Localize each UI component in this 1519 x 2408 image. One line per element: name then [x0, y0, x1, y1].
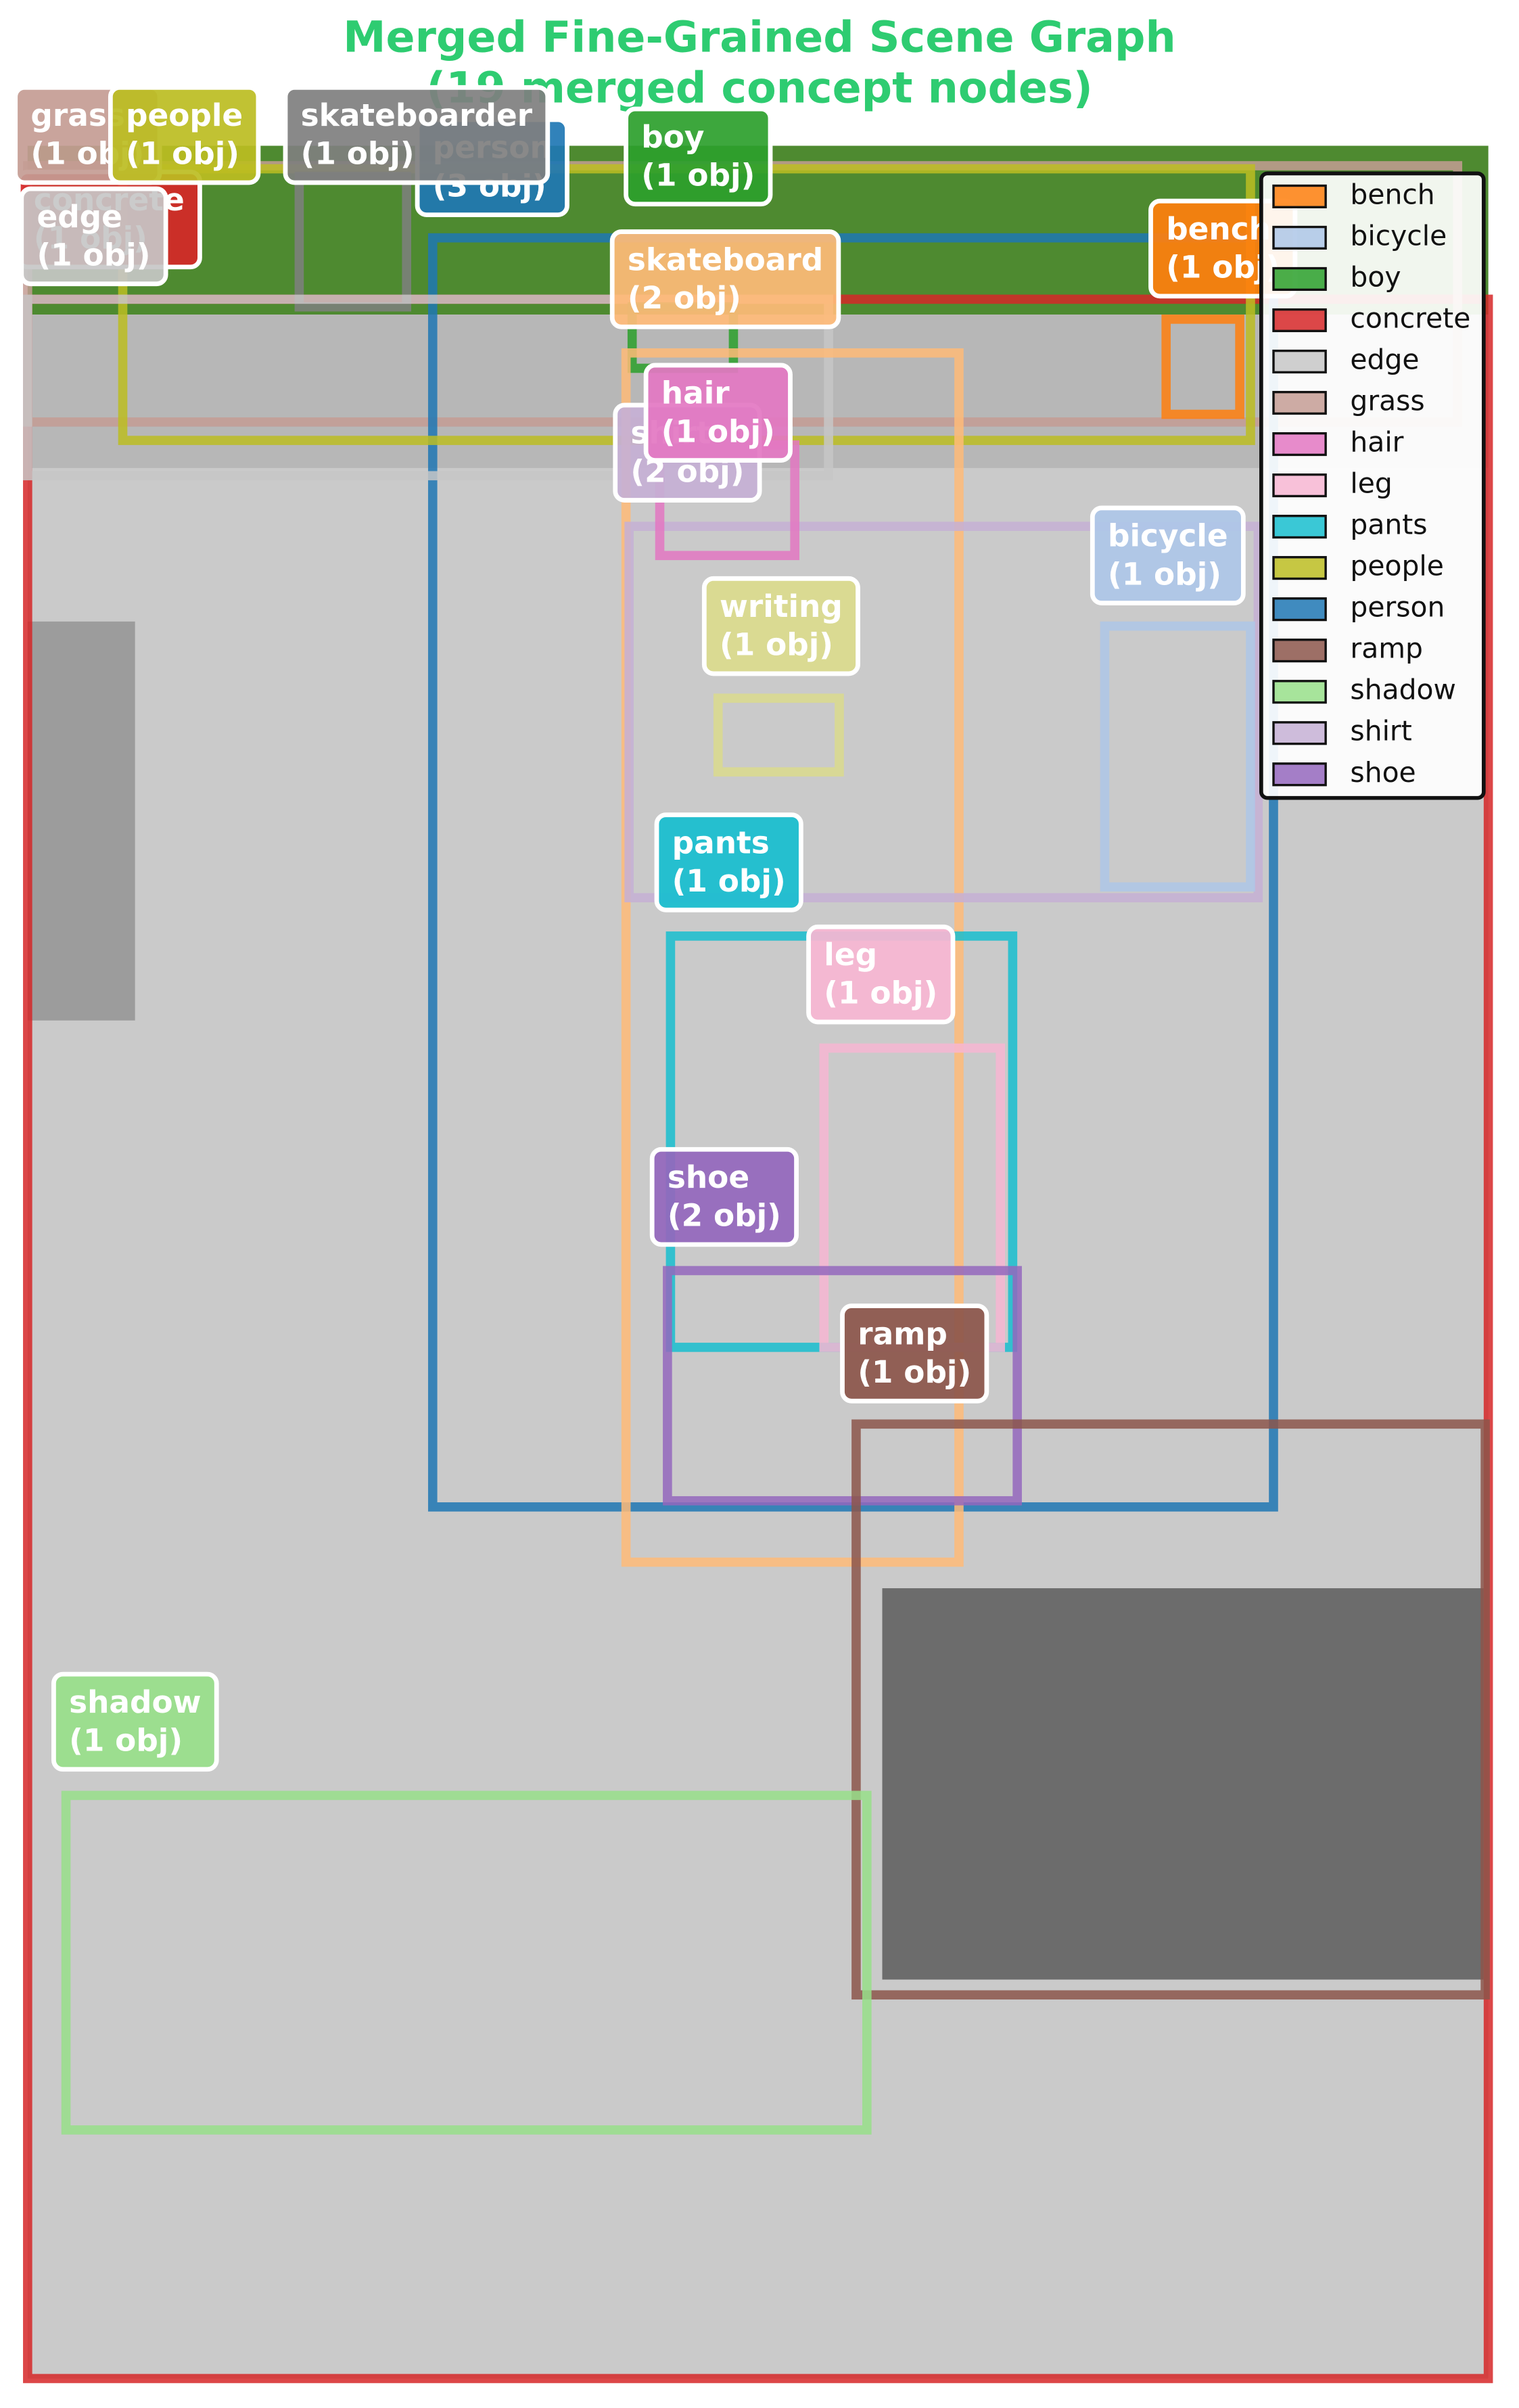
legend-label: hair [1350, 426, 1403, 459]
box-label: bicycle(1 obj) [1090, 505, 1246, 605]
label-name: writing [720, 588, 843, 624]
box-label: shoe(2 obj) [649, 1147, 799, 1247]
label-background [51, 1671, 219, 1772]
legend-label: edge [1350, 343, 1419, 375]
box-label: shadow(1 obj) [51, 1671, 219, 1772]
legend-label: concrete [1350, 302, 1470, 334]
bounding-box [621, 348, 964, 1567]
bounding-box [1100, 621, 1255, 892]
label-background [19, 186, 168, 287]
legend-swatch [1272, 225, 1327, 250]
legend-swatch [1272, 639, 1327, 663]
legend-label: shoe [1350, 756, 1416, 789]
legend-label: people [1350, 550, 1443, 582]
label-name: boy [641, 119, 704, 155]
label-count: (1 obj) [661, 413, 775, 449]
legend-label: bicycle [1350, 219, 1447, 252]
concrete-block [882, 1588, 1484, 1980]
bounding-box [61, 1790, 872, 2135]
legend-swatch [1272, 515, 1327, 539]
box-label: skateboard(2 obj) [609, 229, 841, 329]
label-name: bench [1166, 211, 1271, 247]
label-name: hair [661, 375, 730, 411]
bounding-box [851, 1419, 1490, 2000]
legend-label: boy [1350, 260, 1401, 293]
label-count: (1 obj) [641, 158, 755, 193]
legend-swatch [1272, 390, 1327, 415]
bounding-box [663, 1266, 1022, 1506]
bounding-box [23, 294, 833, 481]
label-background [1090, 505, 1246, 605]
label-count: (1 obj) [69, 1723, 183, 1759]
box-label: writing(1 obj) [701, 576, 860, 676]
label-count: (1 obj) [824, 975, 937, 1011]
box-label: leg(1 obj) [806, 924, 956, 1025]
legend-label: shirt [1350, 715, 1411, 747]
label-name: pants [672, 825, 770, 860]
box-label: boy(1 obj) [624, 106, 773, 207]
legend-swatch [1272, 349, 1327, 374]
label-background [624, 106, 773, 207]
legend-swatch [1272, 473, 1327, 498]
legend-label: person [1350, 591, 1445, 624]
label-name: shadow [69, 1684, 201, 1720]
label-name: shoe [668, 1159, 749, 1195]
legend-swatch [1272, 267, 1327, 292]
label-background [654, 812, 803, 912]
label-background [701, 576, 860, 676]
label-name: leg [824, 937, 877, 973]
label-name: edge [37, 199, 122, 235]
legend-label: ramp [1350, 632, 1423, 665]
legend-label: grass [1350, 385, 1424, 417]
label-count: (1 obj) [858, 1354, 971, 1390]
legend-swatch [1272, 680, 1327, 704]
label-background [609, 229, 841, 329]
label-name: skateboard [628, 241, 823, 277]
legend-label: leg [1350, 467, 1392, 500]
box-label: ramp(1 obj) [840, 1303, 989, 1404]
legend-swatch [1272, 597, 1327, 622]
box-label: pants(1 obj) [654, 812, 803, 912]
side-wall [27, 621, 135, 1021]
legend-swatch [1272, 556, 1327, 580]
legend-swatch [1272, 184, 1327, 208]
legend-swatch [1272, 762, 1327, 787]
legend-swatch [1272, 308, 1327, 333]
bounding-box [713, 693, 844, 777]
label-background [649, 1147, 799, 1247]
bounding-box [624, 522, 1263, 902]
legend-label: pants [1350, 509, 1427, 541]
label-count: (1 obj) [1108, 556, 1221, 592]
label-count: (1 obj) [126, 136, 239, 172]
label-background [108, 85, 261, 185]
label-background [283, 85, 551, 185]
box-label: hair(1 obj) [643, 363, 793, 463]
box-label: skateboarder(1 obj) [283, 85, 551, 185]
label-name: people [126, 97, 243, 133]
label-background [643, 363, 793, 463]
label-count: (2 obj) [668, 1198, 781, 1234]
label-background [806, 924, 956, 1025]
label-name: bicycle [1108, 518, 1228, 554]
legend-swatch [1272, 432, 1327, 457]
label-count: (1 obj) [37, 237, 150, 273]
legend-swatch [1272, 721, 1327, 745]
label-count: (1 obj) [720, 627, 833, 663]
bounding-box [1161, 315, 1244, 419]
label-background [840, 1303, 989, 1404]
label-count: (1 obj) [672, 863, 786, 899]
label-count: (1 obj) [301, 136, 415, 172]
label-name: ramp [858, 1316, 948, 1351]
label-name: skateboarder [301, 97, 533, 133]
box-label: people(1 obj) [108, 85, 261, 185]
box-label: edge(1 obj) [19, 186, 168, 287]
legend-label: bench [1350, 178, 1434, 210]
label-count: (2 obj) [628, 280, 741, 316]
title: Merged Fine-Grained Scene Graph [343, 12, 1175, 62]
legend-label: shadow [1350, 674, 1455, 706]
